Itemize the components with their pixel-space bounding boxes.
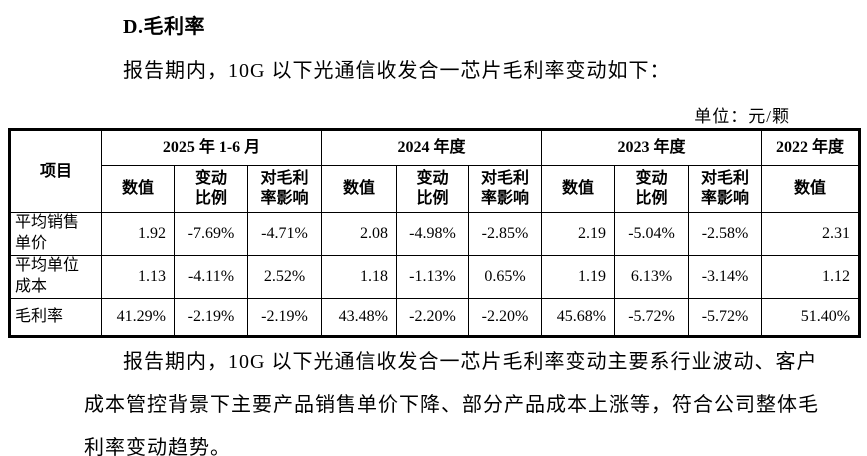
cell-value: -2.20% [396,298,469,337]
header-2025-change: 变动 比例 [174,165,248,213]
header-2024-value: 数值 [321,165,397,213]
cell-value: -2.19% [247,298,322,337]
cell-value: 1.19 [541,255,616,299]
cell-value: -4.71% [247,212,322,256]
table-row-avg-unit-cost: 平均单位 成本 1.13 -4.11% 2.52% 1.18 -1.13% 0.… [9,255,861,299]
footer-paragraph: 报告期内，10G 以下光通信收发合一芯片毛利率变动主要系行业波动、客户 成本管控… [84,351,819,456]
table-header-group-row: 项目 2025 年 1-6 月 2024 年度 2023 年度 2022 年度 [9,129,861,213]
header-period-2024: 2024 年度 [320,129,543,166]
header-2022-value: 数值 [761,165,861,213]
cell-value: -2.58% [688,212,763,256]
header-2024-impact: 对毛利 率影响 [467,165,543,213]
table-row-gross-margin: 毛利率 41.29% -2.19% -2.19% 43.48% -2.20% -… [9,298,861,337]
cell-value: -4.11% [174,255,248,299]
header-period-2023: 2023 年度 [541,129,763,166]
cell-value: 51.40% [761,298,861,337]
cell-value: 1.13 [101,255,175,299]
cell-value: -7.69% [174,212,248,256]
header-item: 项目 [9,129,102,213]
row-label: 平均销售 单价 [9,212,102,256]
row-label: 毛利率 [9,298,102,337]
cell-value: -2.20% [467,298,543,337]
cell-value: 0.65% [467,255,543,299]
cell-value: 43.48% [321,298,397,337]
header-period-2022: 2022 年度 [761,129,861,166]
cell-value: -5.72% [614,298,690,337]
header-2024-change: 变动 比例 [396,165,469,213]
cell-value: 45.68% [541,298,616,337]
cell-value: -2.85% [467,212,543,256]
cell-value: 41.29% [101,298,175,337]
cell-value: -3.14% [688,255,763,299]
unit-label: 单位：元/颗 [694,107,790,126]
cell-value: 2.08 [321,212,397,256]
cell-value: 2.31 [761,212,861,256]
section-title: D.毛利率 [123,16,205,38]
cell-value: 1.92 [101,212,175,256]
table-header-sub-row: 数值 变动 比例 对毛利 率影响 数值 变动 比例 对毛利 率影响 数值 变动 … [10,165,861,213]
table-row-avg-sale-price: 平均销售 单价 1.92 -7.69% -4.71% 2.08 -4.98% -… [9,212,861,256]
cell-value: -5.04% [614,212,690,256]
row-label: 平均单位 成本 [9,255,102,299]
intro-paragraph: 报告期内，10G 以下光通信收发合一芯片毛利率变动如下： [123,60,671,82]
cell-value: 6.13% [614,255,690,299]
header-2025-value: 数值 [101,165,175,213]
cell-value: 2.52% [247,255,322,299]
cell-value: -1.13% [396,255,469,299]
header-2023-change: 变动 比例 [614,165,690,213]
header-2023-impact: 对毛利 率影响 [688,165,763,213]
cell-value: -2.19% [174,298,248,337]
cell-value: -4.98% [396,212,469,256]
header-period-2025: 2025 年 1-6 月 [101,129,322,166]
cell-value: 1.18 [321,255,397,299]
gross-margin-table: 项目 2025 年 1-6 月 2024 年度 2023 年度 2022 年度 … [8,128,862,338]
header-2025-impact: 对毛利 率影响 [247,165,322,213]
cell-value: -5.72% [688,298,763,337]
header-2023-value: 数值 [541,165,616,213]
cell-value: 1.12 [761,255,861,299]
cell-value: 2.19 [541,212,616,256]
